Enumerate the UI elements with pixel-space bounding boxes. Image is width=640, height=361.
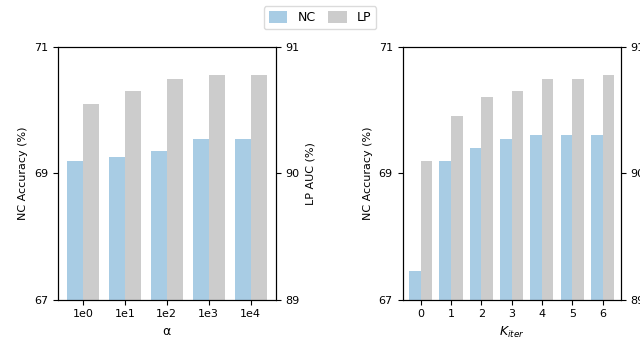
Bar (193, 139, 209, 300)
Bar (235, 139, 251, 300)
Y-axis label: LP AUC (%): LP AUC (%) (305, 142, 316, 205)
Bar (420, 161, 432, 300)
Bar (109, 157, 125, 300)
Bar (531, 135, 542, 300)
Bar (500, 139, 511, 300)
Bar (83, 104, 99, 300)
Bar (67, 161, 83, 300)
Bar (409, 271, 420, 300)
Bar (572, 79, 584, 300)
Y-axis label: NC Accuracy (%): NC Accuracy (%) (18, 126, 28, 220)
Bar (440, 161, 451, 300)
Bar (511, 91, 523, 300)
Bar (209, 75, 225, 300)
Bar (542, 79, 554, 300)
Bar (167, 79, 182, 300)
Bar (251, 75, 267, 300)
Bar (125, 91, 141, 300)
Bar (481, 97, 493, 300)
Y-axis label: NC Accuracy (%): NC Accuracy (%) (363, 126, 373, 220)
Bar (451, 116, 463, 300)
Bar (591, 135, 603, 300)
Bar (561, 135, 572, 300)
Bar (603, 75, 614, 300)
X-axis label: α: α (163, 325, 171, 338)
Bar (470, 148, 481, 300)
X-axis label: $K_{iter}$: $K_{iter}$ (499, 325, 524, 340)
Legend: NC, LP: NC, LP (264, 6, 376, 29)
Bar (151, 151, 167, 300)
